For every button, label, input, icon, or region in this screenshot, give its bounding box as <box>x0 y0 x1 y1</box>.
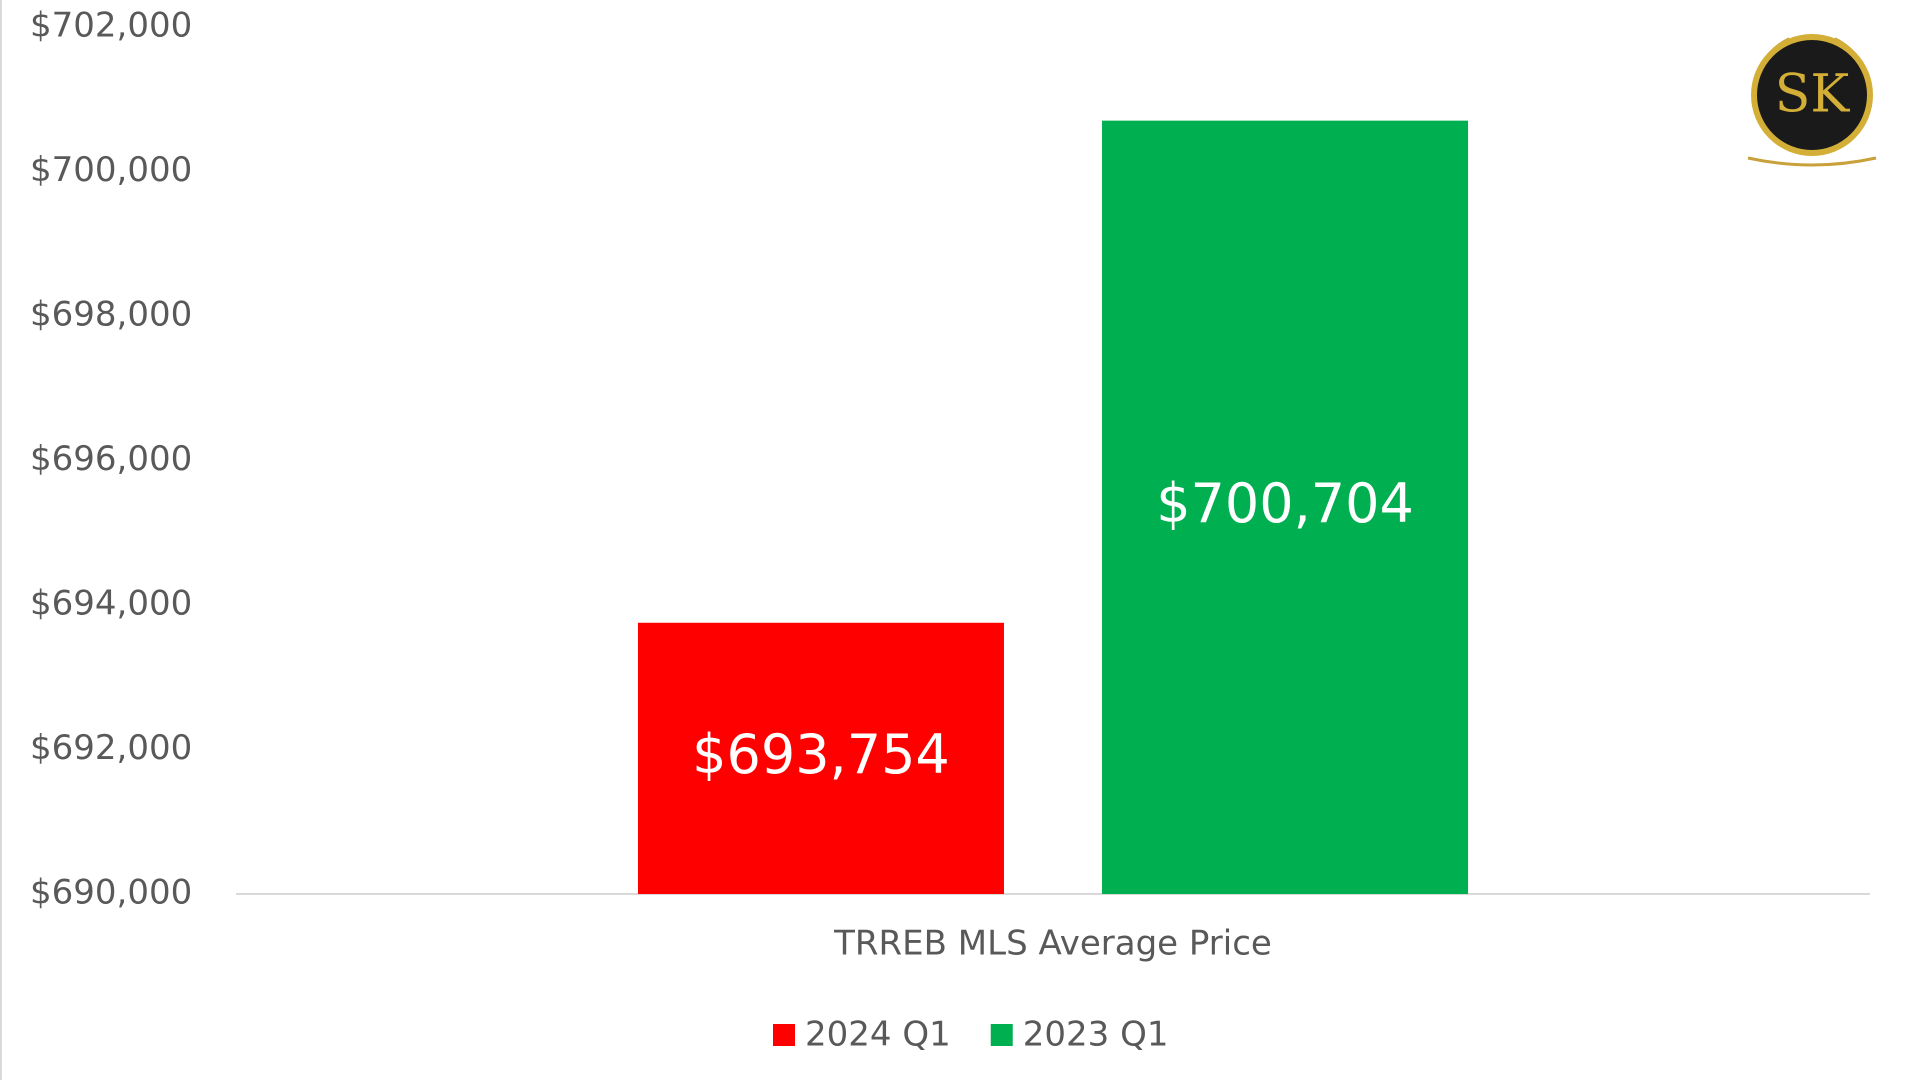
bar <box>1102 120 1469 895</box>
value-label: $700,704 <box>1156 472 1414 535</box>
y-tick-label: $702,000 <box>30 6 192 46</box>
logo-ribbon <box>1747 156 1877 167</box>
legend-swatch <box>773 1024 795 1046</box>
y-tick-label: $690,000 <box>30 873 192 913</box>
legend-swatch <box>990 1024 1013 1046</box>
y-tick-label: $700,000 <box>30 150 192 190</box>
logo-badge <box>1751 34 1873 156</box>
logo: SK <box>1747 34 1877 167</box>
y-tick-label: $698,000 <box>30 295 192 335</box>
y-tick-label: $696,000 <box>30 439 192 479</box>
legend-label: 2024 Q1 <box>805 1015 951 1055</box>
logo-text: SK <box>1775 65 1851 125</box>
y-tick-label: $694,000 <box>30 584 192 624</box>
y-tick-label: $692,000 <box>30 728 192 768</box>
value-label: $693,754 <box>692 723 950 786</box>
legend-label: 2023 Q1 <box>1023 1015 1169 1055</box>
x-tick-label: TRREB MLS Average Price <box>833 924 1272 964</box>
bar <box>637 622 1004 894</box>
